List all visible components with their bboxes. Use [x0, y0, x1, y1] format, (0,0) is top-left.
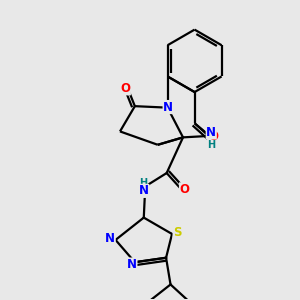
Text: N: N	[206, 126, 216, 139]
Text: N: N	[105, 232, 115, 245]
Text: S: S	[173, 226, 182, 239]
Text: H: H	[139, 178, 147, 188]
Text: N: N	[163, 100, 173, 114]
Text: N: N	[139, 184, 149, 197]
Text: H: H	[207, 140, 215, 150]
Text: O: O	[208, 130, 218, 143]
Text: N: N	[127, 258, 137, 271]
Text: O: O	[120, 82, 130, 95]
Text: O: O	[179, 183, 190, 196]
